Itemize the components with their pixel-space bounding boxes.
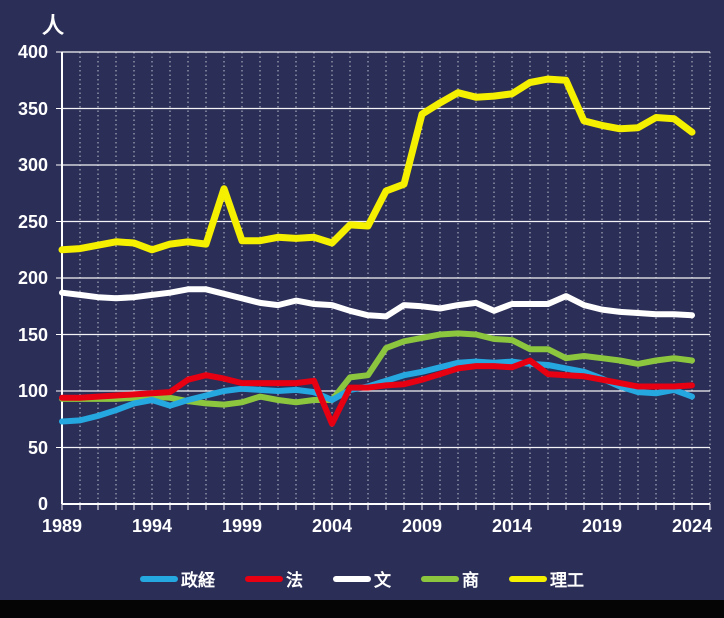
x-axis-tick-label: 1989 — [41, 516, 83, 536]
x-axis-tick-label: 2009 — [401, 516, 443, 536]
legend-item-sho: 商 — [421, 566, 479, 591]
y-axis-tick-label: 300 — [17, 155, 48, 175]
legend-label: 商 — [462, 571, 479, 590]
y-axis-tick-label: 150 — [17, 324, 48, 345]
x-axis-tick-label: 2014 — [491, 516, 533, 536]
legend-label: 文 — [374, 571, 391, 590]
legend-item-riko: 理工 — [509, 566, 584, 591]
legend-item-bun: 文 — [333, 566, 391, 591]
y-axis-tick-label: 400 — [17, 42, 48, 62]
legend-swatch-icon — [509, 575, 547, 582]
y-axis-tick-label: 50 — [27, 437, 48, 458]
y-axis-tick-label: 250 — [17, 211, 48, 232]
legend-item-ho: 法 — [245, 566, 303, 591]
x-axis-tick-label: 2004 — [311, 516, 353, 536]
chart-legend: 政経 法 文 商 理工 — [0, 566, 724, 591]
y-axis-tick-label: 0 — [37, 494, 48, 514]
series-line-sho — [59, 330, 695, 408]
x-axis-tick-label: 2019 — [581, 516, 623, 536]
y-axis-tick-label: 100 — [17, 381, 48, 401]
x-axis-tick-label: 1994 — [131, 516, 173, 536]
series-line-ho — [59, 357, 695, 427]
y-axis-tick-label: 200 — [17, 268, 48, 288]
bottom-bar — [0, 600, 724, 618]
legend-label: 法 — [286, 571, 303, 590]
legend-label: 政経 — [181, 571, 215, 590]
legend-swatch-icon — [421, 575, 459, 582]
y-axis-tick-label: 350 — [17, 98, 48, 119]
legend-swatch-icon — [333, 575, 371, 582]
legend-item-seikei: 政経 — [140, 566, 215, 591]
series-line-bun — [59, 286, 695, 320]
legend-label: 理工 — [550, 571, 584, 590]
series-line-riko — [58, 75, 696, 254]
y-axis-title: 人 — [42, 13, 66, 38]
x-axis-tick-label: 2024 — [671, 516, 713, 536]
x-axis-tick-label: 1999 — [221, 516, 263, 536]
legend-swatch-icon — [245, 575, 283, 582]
legend-swatch-icon — [140, 575, 178, 582]
